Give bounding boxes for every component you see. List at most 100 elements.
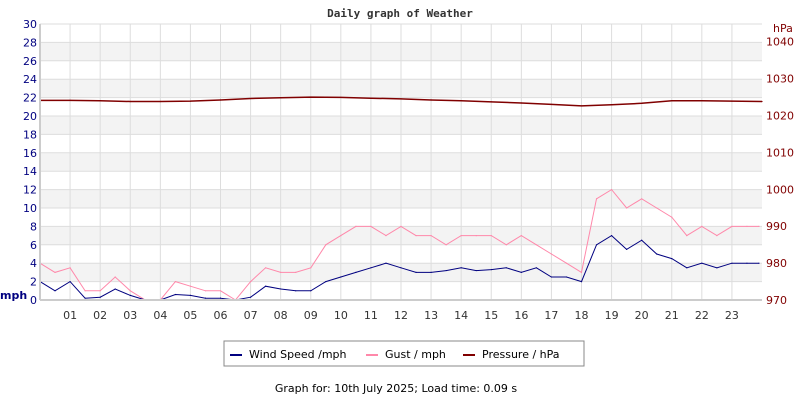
data-point-gust [295, 271, 297, 273]
data-point-wind [129, 294, 131, 296]
data-point-pressure [671, 100, 673, 102]
data-point-wind [54, 290, 56, 292]
data-point-gust [595, 198, 598, 200]
data-point-wind [641, 239, 643, 241]
left-tick-label: 30 [23, 18, 37, 31]
legend-gust: Gust / mph [385, 348, 446, 361]
x-tick-label: 14 [454, 309, 468, 322]
data-point-wind [520, 271, 522, 273]
data-point-wind [445, 269, 447, 272]
data-point-gust [54, 271, 56, 273]
x-tick-label: 13 [424, 309, 438, 322]
data-point-pressure [610, 104, 613, 106]
right-axis-label: hPa [773, 22, 793, 35]
x-tick-label: 15 [484, 309, 498, 322]
x-tick-label: 18 [575, 309, 589, 322]
x-tick-label: 22 [695, 309, 709, 322]
data-point-gust [400, 225, 402, 227]
data-point-wind [84, 297, 86, 299]
data-point-gust [758, 225, 760, 227]
data-point-wind [114, 288, 116, 290]
data-point-wind [385, 262, 387, 264]
data-point-wind [610, 235, 613, 237]
data-point-pressure [490, 101, 492, 103]
data-point-wind [430, 271, 432, 273]
x-tick-label: 19 [605, 309, 619, 322]
data-point-gust [174, 281, 176, 283]
data-point-wind [656, 253, 658, 255]
data-point-pressure [550, 103, 553, 106]
x-tick-label: 21 [665, 309, 679, 322]
right-tick-label: 1030 [766, 73, 794, 86]
data-point-gust [415, 235, 417, 237]
left-tick-label: 16 [23, 147, 37, 160]
x-tick-label: 05 [183, 309, 197, 322]
data-point-gust [505, 244, 507, 246]
data-point-gust [204, 290, 207, 292]
data-point-wind [325, 281, 327, 283]
data-point-wind [716, 267, 718, 269]
data-point-pressure [761, 100, 763, 103]
left-tick-label: 0 [30, 294, 37, 307]
data-point-gust [716, 235, 718, 237]
data-point-wind [219, 297, 222, 299]
data-point-wind [400, 267, 402, 269]
x-tick-label: 11 [364, 309, 378, 322]
left-tick-label: 8 [30, 220, 37, 233]
data-point-gust [701, 225, 703, 227]
left-tick-label: 2 [30, 276, 37, 289]
data-point-gust [129, 290, 131, 292]
data-point-gust [340, 235, 342, 237]
data-point-gust [249, 281, 252, 283]
data-point-wind [686, 267, 688, 269]
data-point-pressure [400, 98, 402, 100]
data-point-gust [99, 290, 101, 292]
left-tick-label: 26 [23, 55, 37, 68]
data-point-gust [535, 244, 537, 246]
x-tick-label: 16 [514, 309, 528, 322]
x-tick-label: 10 [334, 309, 348, 322]
data-point-pressure [731, 100, 733, 102]
right-tick-label: 1040 [766, 36, 794, 49]
data-point-wind [249, 296, 252, 298]
data-point-gust [265, 267, 267, 269]
data-point-pressure [129, 100, 131, 103]
x-tick-label: 01 [63, 309, 77, 322]
right-tick-label: 990 [766, 220, 787, 233]
data-point-gust [475, 235, 477, 237]
data-point-pressure [159, 100, 161, 103]
data-point-gust [626, 207, 628, 209]
data-point-wind [550, 276, 553, 278]
x-tick-label: 06 [214, 309, 228, 322]
data-point-wind [731, 262, 733, 264]
footer-text: Graph for: 10th July 2025; Load time: 0.… [275, 382, 518, 395]
data-point-wind [265, 285, 267, 287]
data-point-pressure [370, 97, 372, 99]
data-point-wind [758, 262, 760, 264]
data-point-wind [189, 294, 192, 296]
data-point-pressure [219, 99, 222, 101]
data-point-wind [580, 281, 583, 283]
left-tick-label: 22 [23, 92, 37, 105]
data-point-gust [69, 267, 71, 269]
left-tick-label: 6 [30, 239, 37, 252]
data-point-gust [580, 271, 583, 273]
data-point-wind [565, 276, 568, 278]
data-point-gust [520, 235, 522, 237]
left-tick-label: 4 [30, 257, 37, 270]
data-point-wind [204, 297, 207, 299]
data-point-gust [430, 235, 432, 237]
data-point-wind [595, 244, 598, 246]
right-tick-label: 1010 [766, 146, 794, 159]
data-point-gust [84, 290, 86, 292]
data-point-gust [280, 271, 282, 273]
x-tick-label: 23 [725, 309, 739, 322]
data-point-gust [445, 244, 447, 246]
x-tick-label: 20 [635, 309, 649, 322]
data-point-pressure [460, 100, 462, 102]
data-point-gust [219, 290, 222, 292]
data-point-wind [99, 296, 101, 298]
data-point-gust [610, 189, 613, 191]
left-tick-label: 14 [23, 165, 37, 178]
